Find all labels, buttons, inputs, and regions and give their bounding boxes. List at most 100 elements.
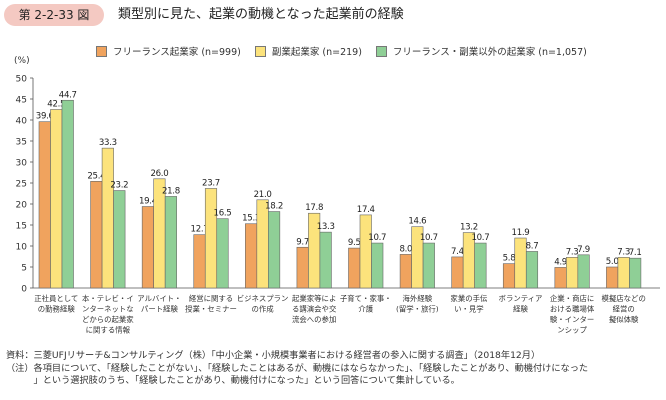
notes: 資料：三菱UFJリサーチ&コンサルティング（株）「中小企業・小規模事業者における… (6, 350, 662, 388)
bar-series1 (452, 257, 464, 288)
footnote-line-1: （注）各項目について、「経験したことがない」、「経験したことはあるが、動機にはな… (6, 363, 662, 376)
x-category-label: 企業・商店に (550, 294, 594, 303)
bar-series1 (39, 122, 51, 288)
data-label-series3: 7.1 (629, 248, 642, 258)
y-tick-label: 25 (16, 180, 27, 190)
x-category-label: 授業・セミナー (185, 305, 237, 314)
x-category-label: 模擬店などの (601, 294, 645, 303)
data-label-series3: 23.2 (110, 181, 128, 191)
bar-series3 (475, 243, 487, 288)
bar-series2 (205, 188, 217, 288)
x-category-label: 擬似体験 (609, 315, 639, 324)
bar-series3 (372, 243, 384, 288)
data-label-series3: 10.7 (420, 233, 438, 243)
y-tick-label: 45 (16, 96, 27, 106)
bar-series3 (62, 100, 74, 288)
bar-series3 (268, 212, 280, 288)
x-category-label: パート経験 (141, 305, 179, 314)
data-label-series2: 26.0 (150, 169, 168, 179)
bar-series2 (257, 200, 269, 288)
x-category-label: 正社員として (34, 294, 78, 303)
bar-series2 (51, 110, 63, 289)
data-label-series1: 7.4 (451, 247, 464, 257)
data-label-series1: 5.8 (503, 254, 516, 264)
data-label-series1: 4.9 (554, 257, 567, 267)
bar-chart: (%) 0 5 10 15 20 25 30 35 40 45 50 39.6 42.544.7 正社員とし… (0, 0, 666, 350)
data-label-series3: 7.9 (577, 245, 590, 255)
bar-series1 (349, 248, 361, 288)
bar-series1 (297, 247, 309, 288)
bar-series2 (515, 238, 527, 288)
x-category-label: い・見学 (454, 305, 484, 314)
x-category-label: ビジネスプラン (237, 294, 289, 303)
y-tick-label: 30 (16, 159, 28, 169)
bar-series2 (566, 257, 578, 288)
x-category-label: に関する情報 (86, 326, 131, 335)
y-tick-label: 0 (21, 285, 27, 295)
x-category-label: 起業家等によ (292, 294, 336, 303)
bar-series3 (114, 191, 126, 288)
data-label-series3: 44.7 (59, 90, 77, 100)
data-label-series2: 23.7 (202, 178, 220, 188)
x-category-label: ンターネットな (82, 305, 134, 314)
x-category-label: 本・テレビ・イ (82, 294, 134, 303)
bar-series1 (91, 181, 103, 288)
data-label-series3: 13.3 (317, 222, 335, 232)
x-category-label: 家業の手伝 (450, 294, 488, 303)
y-tick-label: 40 (16, 117, 28, 127)
x-category-label: 介護 (358, 305, 373, 314)
bar-series2 (618, 257, 630, 288)
data-label-series2: 17.4 (357, 205, 375, 215)
y-tick-label: 35 (16, 138, 27, 148)
source-note: 資料：三菱UFJリサーチ&コンサルティング（株）「中小企業・小規模事業者における… (6, 350, 662, 363)
x-category-label: の作成 (251, 305, 274, 314)
bar-series3 (423, 243, 435, 288)
bar-series2 (360, 215, 372, 288)
data-label-series1: 5.0 (606, 257, 619, 267)
bar-series3 (217, 219, 229, 288)
data-label-series3: 8.7 (526, 241, 539, 251)
x-category-label: ボランティア (499, 294, 543, 303)
data-label-series2: 21.0 (254, 190, 272, 200)
x-category-label: 流会への参加 (292, 315, 336, 324)
x-category-label: 経験 (513, 305, 528, 314)
bar-series1 (555, 267, 567, 288)
data-label-series1: 8.0 (399, 244, 412, 254)
x-category-label: ンシップ (557, 326, 587, 335)
y-tick-label: 15 (16, 222, 27, 232)
x-category-label: アルバイト・ (137, 294, 181, 303)
data-label-series3: 10.7 (368, 233, 386, 243)
bar-series1 (503, 264, 515, 288)
y-tick-label: 50 (16, 75, 28, 85)
x-category-label: 海外経験 (403, 294, 433, 303)
x-category-label: 経営に関する (189, 294, 233, 303)
x-category-label: の勤務経験 (38, 305, 76, 314)
data-label-series2: 17.8 (305, 203, 323, 213)
y-tick-label: 10 (16, 243, 28, 253)
data-label-series3: 18.2 (265, 202, 283, 212)
y-tick-label: 20 (16, 201, 28, 211)
bar-series3 (320, 232, 332, 288)
bar-series3 (526, 251, 538, 288)
bar-series3 (629, 258, 641, 288)
data-label-series3: 16.5 (214, 209, 232, 219)
data-label-series2: 14.6 (408, 217, 426, 227)
x-category-label: おける職場体 (550, 305, 595, 314)
data-label-series1: 9.5 (348, 238, 361, 248)
bar-series1 (245, 224, 256, 288)
bar-series1 (400, 254, 412, 288)
data-label-series2: 13.2 (460, 223, 478, 233)
x-category-label: る講演会や交 (292, 305, 337, 314)
bar-series1 (142, 207, 154, 288)
data-label-series3: 21.8 (162, 186, 180, 196)
x-category-label: 子育て・家事・ (340, 294, 392, 303)
x-category-label: 験・インター (550, 315, 594, 324)
bar-series3 (165, 196, 177, 288)
x-category-label: どからの起業家 (82, 315, 134, 324)
bar-series3 (578, 255, 590, 288)
x-category-label: (留学・旅行) (396, 305, 439, 314)
bar-series1 (606, 267, 618, 288)
footnote-line-2: 」という選択肢のうち、「経験したことがあり、動機付けになった」という回答について… (6, 375, 662, 388)
data-label-series2: 33.3 (99, 138, 117, 148)
data-label-series2: 11.9 (512, 228, 530, 238)
